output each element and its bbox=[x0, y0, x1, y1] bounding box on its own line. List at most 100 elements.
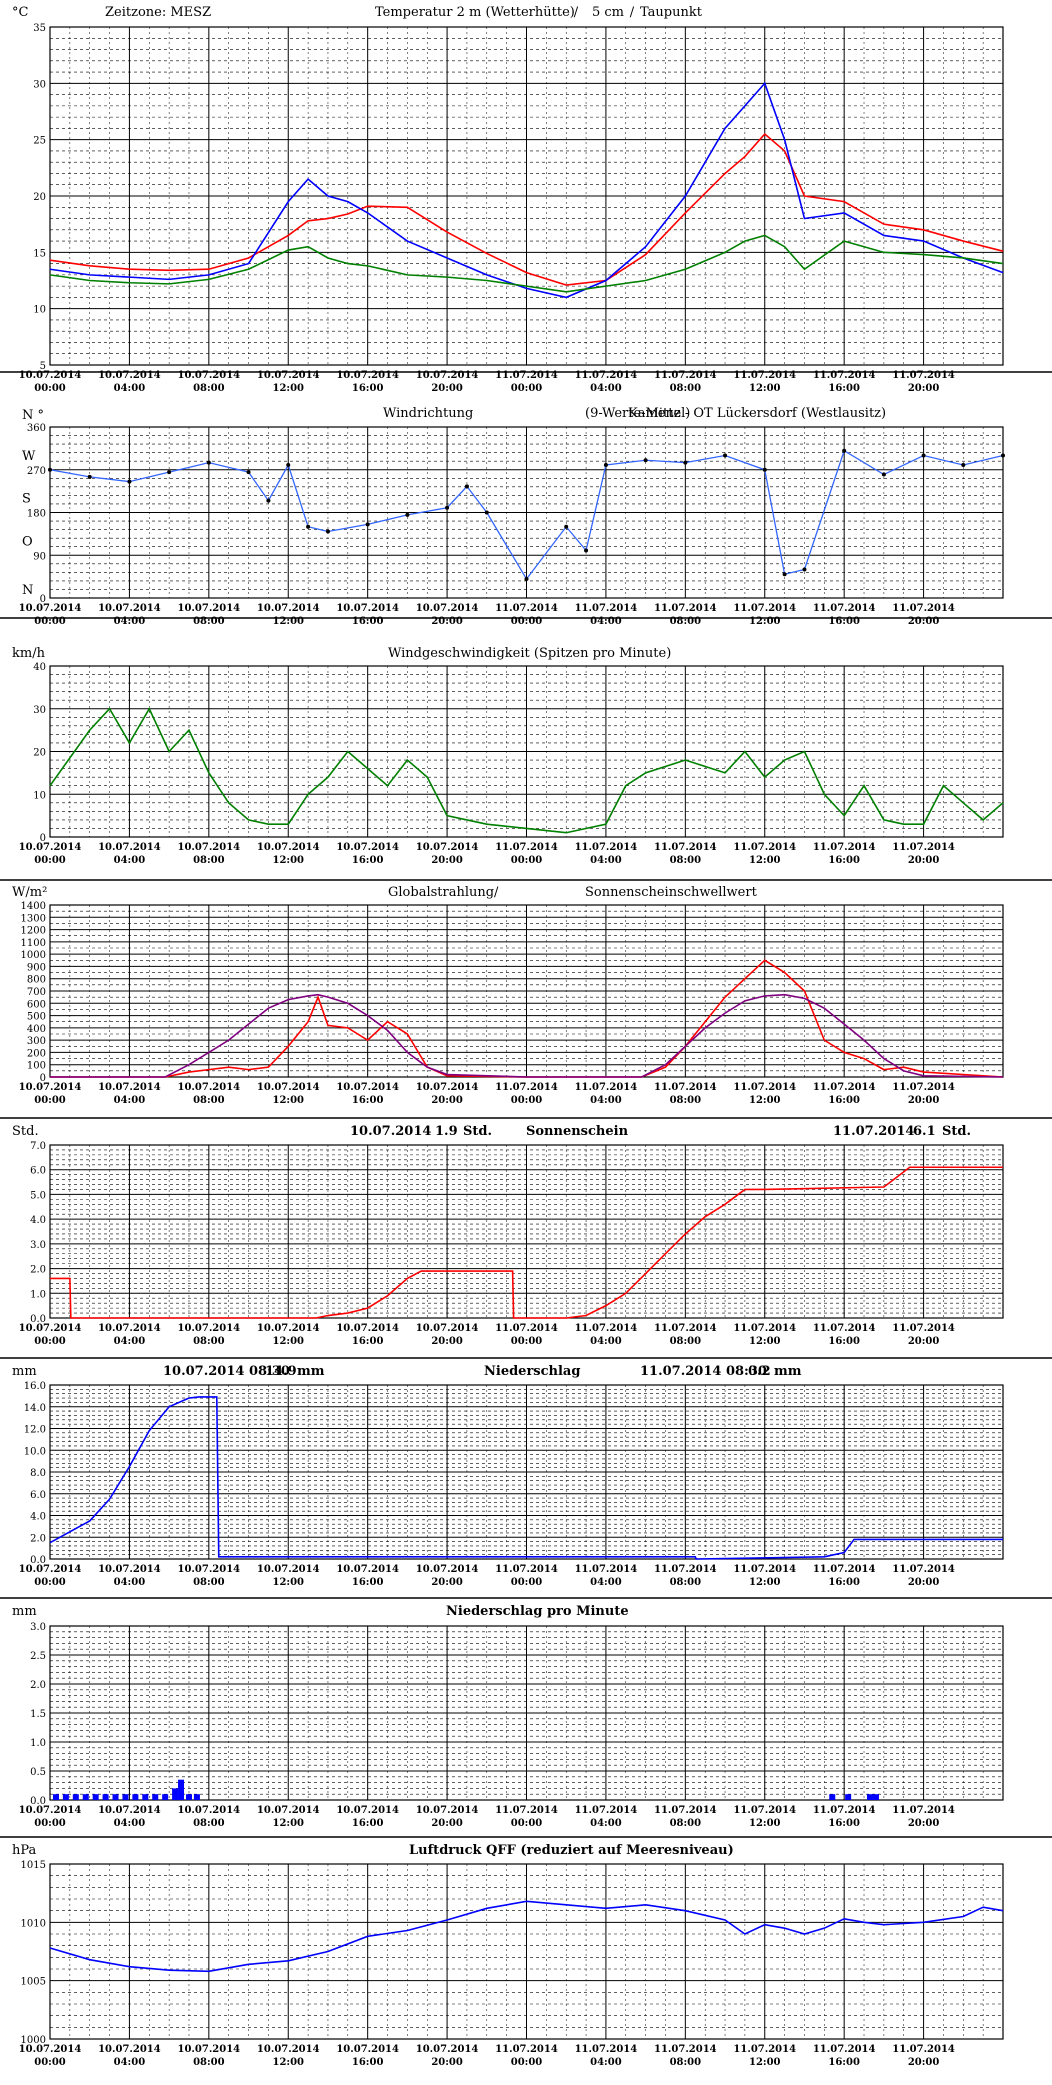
x-tick-date: 11.07.2014 bbox=[575, 1323, 638, 1334]
y-tick-label: 20 bbox=[33, 192, 46, 203]
x-tick-time: 12:00 bbox=[272, 1095, 304, 1106]
x-tick-date: 10.07.2014 bbox=[336, 370, 399, 381]
precip-bar bbox=[102, 1794, 109, 1800]
precip-bar bbox=[866, 1794, 873, 1800]
y-tick-label: 0.5 bbox=[30, 1767, 46, 1778]
chart-title-part: 10.07.2014 bbox=[350, 1124, 431, 1139]
x-tick-time: 00:00 bbox=[34, 855, 66, 866]
chart-title-part: Temperatur 2 m (Wetterhütte) bbox=[375, 5, 575, 20]
x-tick-time: 04:00 bbox=[114, 1095, 146, 1106]
chart-title-part: mm bbox=[774, 1364, 802, 1379]
wind-direction-point bbox=[762, 467, 767, 472]
x-tick-date: 11.07.2014 bbox=[892, 2044, 955, 2055]
y-tick-label: 1.0 bbox=[30, 1738, 46, 1749]
precip-bar bbox=[172, 1788, 179, 1800]
wind-direction-point bbox=[484, 510, 489, 515]
plot-frame bbox=[49, 1863, 1004, 2040]
y-tick-label: 35 bbox=[33, 23, 46, 34]
x-tick-date: 10.07.2014 bbox=[19, 1082, 82, 1093]
x-tick-date: 10.07.2014 bbox=[416, 842, 479, 853]
x-tick-date: 11.07.2014 bbox=[813, 603, 876, 614]
y-tick-label: 20 bbox=[33, 748, 46, 759]
x-tick-date: 10.07.2014 bbox=[98, 1564, 161, 1575]
x-tick-time: 08:00 bbox=[670, 616, 702, 627]
x-tick-time: 00:00 bbox=[34, 2057, 66, 2068]
x-tick-date: 10.07.2014 bbox=[257, 603, 320, 614]
chart-title-part: Luftdruck QFF (reduziert auf Meeresnivea… bbox=[409, 1843, 734, 1858]
direction-label: W bbox=[22, 449, 36, 464]
x-tick-time: 20:00 bbox=[431, 1095, 463, 1106]
chart-panel-1: 0 90 180 270 360 N O S W N ° Windrichtung (9-Werte-… bbox=[19, 406, 1005, 627]
x-tick-date: 10.07.2014 bbox=[19, 1805, 82, 1816]
x-tick-date: 10.07.2014 bbox=[98, 1323, 161, 1334]
x-tick-date: 10.07.2014 bbox=[257, 1564, 320, 1575]
y-tick-label: 270 bbox=[27, 466, 46, 477]
y-tick-label: 1200 bbox=[21, 926, 46, 937]
x-tick-time: 20:00 bbox=[908, 1336, 940, 1347]
x-tick-time: 12:00 bbox=[272, 2057, 304, 2068]
x-tick-time: 12:00 bbox=[272, 855, 304, 866]
x-tick-time: 04:00 bbox=[590, 1095, 622, 1106]
x-tick-time: 00:00 bbox=[511, 1577, 543, 1588]
chart-title-part: 0.2 bbox=[748, 1364, 771, 1379]
chart-title-part: / bbox=[574, 5, 579, 20]
x-tick-date: 10.07.2014 bbox=[336, 842, 399, 853]
y-tick-label: 16.0 bbox=[24, 1381, 46, 1392]
x-tick-time: 16:00 bbox=[828, 1577, 860, 1588]
unit-label: mm bbox=[12, 1604, 37, 1619]
y-tick-label: 0.0 bbox=[30, 1555, 46, 1566]
chart-title-part: Windgeschwindigkeit (Spitzen pro Minute) bbox=[388, 646, 671, 661]
x-tick-time: 12:00 bbox=[749, 616, 781, 627]
wind-direction-point bbox=[643, 458, 648, 463]
wind-direction-point bbox=[921, 453, 926, 458]
x-tick-date: 10.07.2014 bbox=[336, 603, 399, 614]
y-tick-label: 0.0 bbox=[30, 1314, 46, 1325]
y-tick-label: 25 bbox=[33, 136, 46, 147]
y-tick-label: 1.5 bbox=[30, 1709, 46, 1720]
x-tick-date: 10.07.2014 bbox=[416, 1805, 479, 1816]
chart-panel-4: 0.0 1.0 2.0 3.0 4.0 5.0 6.0 7.0 Std. 10.07.2014 1.… bbox=[12, 1124, 1004, 1347]
chart-panel-0: 5 10 15 20 25 30 35 °C Zeitzone: MESZ Temperatur … bbox=[12, 5, 1004, 394]
y-tick-label: 0 bbox=[40, 833, 46, 844]
series-line-0 bbox=[49, 132, 1004, 286]
x-tick-time: 00:00 bbox=[34, 1095, 66, 1106]
precip-bar bbox=[178, 1779, 185, 1800]
x-tick-date: 10.07.2014 bbox=[178, 2044, 241, 2055]
x-tick-time: 16:00 bbox=[828, 2057, 860, 2068]
series-line-0 bbox=[49, 707, 1004, 834]
x-tick-time: 04:00 bbox=[114, 1818, 146, 1829]
wind-direction-point bbox=[881, 472, 886, 477]
unit-label: hPa bbox=[12, 1843, 37, 1858]
x-tick-date: 10.07.2014 bbox=[19, 2044, 82, 2055]
y-tick-label: 10 bbox=[33, 305, 46, 316]
series-line-2 bbox=[49, 234, 1004, 293]
x-tick-time: 00:00 bbox=[511, 2057, 543, 2068]
x-tick-time: 08:00 bbox=[193, 616, 225, 627]
x-tick-date: 11.07.2014 bbox=[575, 2044, 638, 2055]
x-tick-date: 10.07.2014 bbox=[257, 370, 320, 381]
y-tick-label: 6.0 bbox=[30, 1166, 46, 1177]
wind-direction-point bbox=[584, 548, 589, 553]
wind-direction-line bbox=[49, 449, 1004, 581]
chart-title-part: 11.07.2014 08:30 bbox=[640, 1364, 767, 1379]
x-tick-date: 11.07.2014 bbox=[892, 842, 955, 853]
wind-direction-point bbox=[246, 470, 251, 475]
x-tick-date: 10.07.2014 bbox=[416, 1323, 479, 1334]
direction-label: N bbox=[22, 583, 33, 598]
x-tick-time: 12:00 bbox=[272, 1336, 304, 1347]
x-tick-date: 10.07.2014 bbox=[19, 1323, 82, 1334]
x-tick-date: 11.07.2014 bbox=[813, 370, 876, 381]
x-tick-date: 10.07.2014 bbox=[19, 603, 82, 614]
x-tick-time: 12:00 bbox=[749, 1336, 781, 1347]
x-tick-time: 04:00 bbox=[114, 2057, 146, 2068]
series-line-1 bbox=[50, 993, 1004, 1078]
x-tick-date: 11.07.2014 bbox=[654, 2044, 717, 2055]
x-tick-date: 10.07.2014 bbox=[19, 370, 82, 381]
x-tick-time: 20:00 bbox=[908, 855, 940, 866]
x-tick-date: 11.07.2014 bbox=[495, 370, 558, 381]
x-tick-time: 04:00 bbox=[590, 1336, 622, 1347]
chart-title-part: 14.9 bbox=[265, 1364, 297, 1379]
x-tick-time: 12:00 bbox=[749, 1577, 781, 1588]
x-tick-time: 04:00 bbox=[114, 383, 146, 394]
